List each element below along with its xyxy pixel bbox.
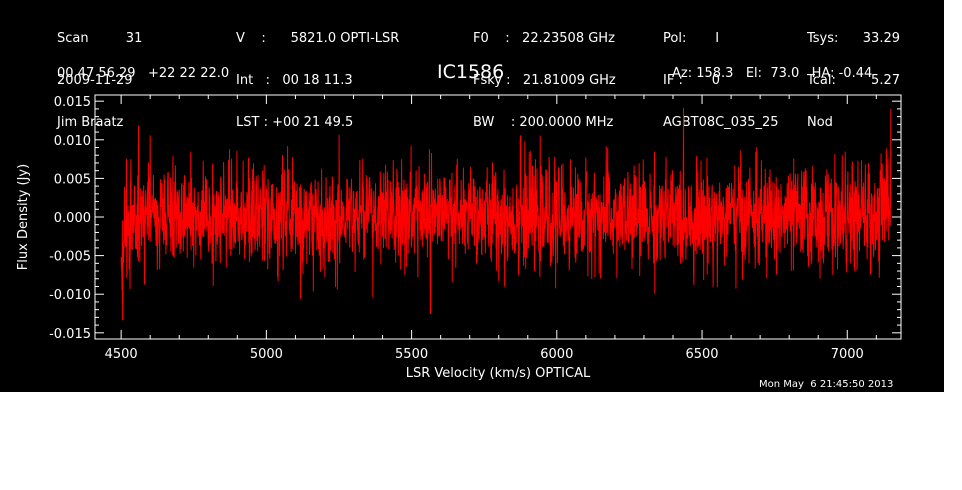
bandwidth: BW : 200.0000 MHz — [473, 115, 614, 130]
y-tick-label: 0.005 — [54, 172, 91, 187]
sky-frequency: Fsky : 21.81009 GHz — [473, 73, 616, 88]
y-tick-label: -0.015 — [49, 327, 91, 342]
spectrum-series-line — [120, 107, 892, 321]
obs-mode: Nod — [807, 115, 833, 130]
tcal-value: 5.27 — [871, 73, 900, 88]
polarization: Pol: I — [663, 31, 720, 46]
tcal-label: Tcal: — [807, 73, 836, 88]
source-coordinates: 00 47 56.29 +22 22 22.0 — [57, 66, 230, 81]
header-col4: Pol: I IF : 0 AGBT08C_035_25 — [663, 4, 779, 158]
x-tick-label: 7000 — [831, 347, 864, 362]
y-axis: 0.015 0.010 0.005 0.000 -0.005 -0.010 -0.015 — [49, 95, 901, 342]
header-col2: V : 5821.0 OPTI-LSR Int : 00 18 11.3 LST… — [236, 4, 399, 158]
observation-date: 2009-11-29 — [57, 73, 133, 88]
observer-name: Jim Braatz — [57, 115, 124, 130]
tsys-label: Tsys: — [807, 31, 839, 46]
y-tick-label: 0.010 — [54, 134, 91, 149]
y-tick-label: -0.010 — [49, 288, 91, 303]
x-tick-label: 5500 — [395, 347, 428, 362]
x-tick-label: 6500 — [685, 347, 718, 362]
integration-time: Int : 00 18 11.3 — [236, 73, 353, 88]
y-tick-label: 0.000 — [54, 211, 91, 226]
y-tick-label: -0.005 — [49, 250, 91, 265]
x-axis: 4500 5000 5500 6000 6500 7000 — [105, 95, 877, 362]
header-col3: F0 : 22.23508 GHz Fsky : 21.81009 GHz BW… — [473, 4, 616, 158]
header-col6: 33.29 5.27 — [852, 4, 900, 158]
header-col5: Tsys: Tcal: Nod — [807, 4, 838, 158]
velocity-readout: V : 5821.0 OPTI-LSR — [236, 31, 400, 46]
x-axis-label: LSR Velocity (km/s) OPTICAL — [406, 366, 591, 381]
render-timestamp: Mon May 6 21:45:50 2013 — [759, 379, 894, 390]
header-col1: Scan 31 2009-11-29 Jim Braatz — [57, 4, 142, 158]
project-id: AGBT08C_035_25 — [663, 115, 779, 130]
spectrum-series-layer — [120, 107, 892, 321]
x-tick-label: 5000 — [250, 347, 283, 362]
y-axis-label: Flux Density (Jy) — [16, 164, 31, 270]
rest-frequency: F0 : 22.23508 GHz — [473, 31, 615, 46]
x-tick-label: 6000 — [540, 347, 573, 362]
source-name: IC1586 — [437, 61, 505, 83]
y-tick-label: 0.015 — [54, 95, 91, 110]
x-tick-label: 4500 — [105, 347, 138, 362]
tsys-value: 33.29 — [862, 31, 900, 46]
lst-readout: LST : +00 21 49.5 — [236, 115, 354, 130]
az-el-ha-readout: Az: 158.3 El: 73.0 HA: -0.44 — [672, 66, 873, 81]
spectrum-chart: 4500 5000 5500 6000 6500 7000 0.015 0.010 0.005… — [16, 94, 902, 381]
scan-label: Scan 31 — [57, 31, 143, 46]
plot-panel: Scan 31 2009-11-29 Jim Braatz V : 5821.0… — [0, 0, 944, 392]
if-number: IF : 0 — [663, 73, 721, 88]
